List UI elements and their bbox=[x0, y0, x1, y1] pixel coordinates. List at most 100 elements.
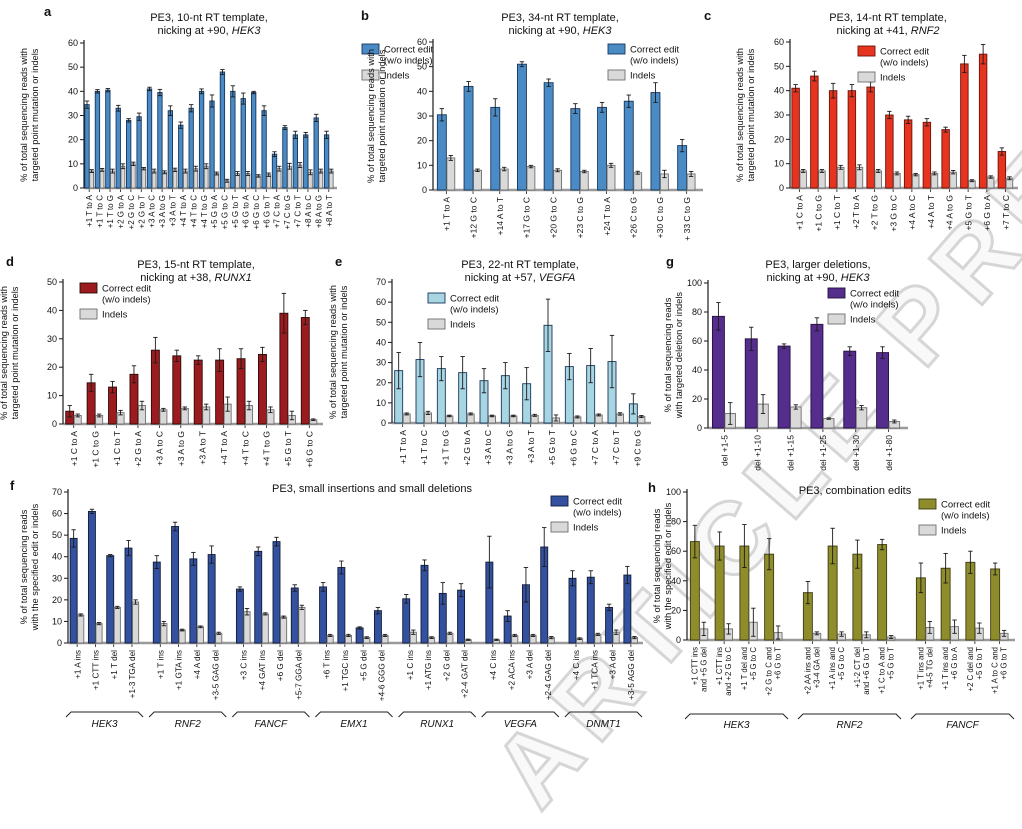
x-tick-label: +7 T to C bbox=[1001, 195, 1011, 230]
y-axis-label-line1: % of total sequencing reads with bbox=[366, 49, 376, 183]
x-tick-label: del +1-15 bbox=[785, 435, 795, 471]
bar-indels bbox=[120, 165, 126, 189]
y-tick-label: 30 bbox=[376, 358, 386, 368]
x-tick-label: +1 C to A bbox=[69, 431, 79, 467]
bar-indels bbox=[836, 166, 845, 189]
x-tick-label: +1 CTT ins bbox=[92, 650, 101, 690]
bar-indels bbox=[159, 409, 168, 425]
bar-correct-edit bbox=[105, 89, 111, 189]
x-tick-label: +2 ACA ins bbox=[507, 650, 516, 690]
legend-correct-edit-label2: (w/o indels) bbox=[941, 511, 990, 522]
x-tick-label: +5 G to T bbox=[231, 195, 240, 229]
x-tick-label: and +6 G to T bbox=[862, 647, 871, 695]
x-tick-label: +3 A to G bbox=[176, 431, 186, 466]
x-tick-label: + 33 C to G bbox=[682, 197, 692, 241]
x-tick-label: +6 G to T bbox=[1000, 647, 1009, 680]
bar-indels bbox=[196, 626, 204, 644]
bar-correct-edit bbox=[941, 129, 950, 189]
y-axis-label-line2: targeted point mutation or indels bbox=[10, 286, 20, 419]
legend-correct-edit-label2: (w/o indels) bbox=[850, 300, 899, 311]
y-tick-label: 20 bbox=[671, 605, 681, 615]
x-tick-label: +2-4 GAG del bbox=[544, 650, 553, 700]
x-tick-label: del +1-5 bbox=[720, 435, 730, 466]
legend-correct-edit-label2: (w/o indels) bbox=[630, 56, 679, 67]
panel-title-line2: nicking at +90, HEK3 bbox=[508, 25, 612, 37]
legend-correct-edit-label: Correct edit bbox=[384, 45, 433, 56]
bar-indels bbox=[790, 406, 802, 429]
legend-correct-edit-label2: (w/o indels) bbox=[880, 58, 929, 69]
panel-letter-d: d bbox=[6, 254, 14, 269]
bar-indels bbox=[799, 170, 807, 189]
x-tick-label: +1 T del bbox=[110, 650, 119, 680]
bar-correct-edit bbox=[490, 106, 501, 191]
bar-correct-edit bbox=[188, 107, 194, 189]
group-brace bbox=[231, 711, 310, 718]
legend-correct-edit-label: Correct edit bbox=[850, 289, 899, 300]
x-tick-label: +1 T ins bbox=[156, 650, 165, 679]
legend-indels-label: Indels bbox=[384, 71, 410, 82]
group-brace bbox=[148, 711, 227, 718]
group-brace bbox=[797, 713, 902, 720]
x-tick-label: +5 G to C bbox=[749, 647, 758, 681]
bar-indels bbox=[243, 611, 251, 644]
x-tick-label: +24 T to A bbox=[602, 197, 612, 236]
bar-correct-edit bbox=[843, 350, 857, 429]
x-tick-label: +5 G to T bbox=[283, 431, 293, 467]
bar-correct-edit bbox=[885, 114, 894, 189]
group-brace bbox=[481, 711, 560, 718]
group-gene-label: HEK3 bbox=[723, 720, 750, 731]
y-tick-label: 80 bbox=[692, 307, 702, 317]
y-tick-label: 40 bbox=[52, 552, 62, 562]
bar-indels bbox=[822, 418, 835, 429]
y-tick-label: 10 bbox=[52, 616, 62, 626]
x-tick-label: +4 A del bbox=[193, 650, 202, 680]
x-tick-label: +4 T to C bbox=[189, 195, 198, 228]
y-tick-label: 30 bbox=[774, 110, 784, 120]
x-tick-label: +3 C ins bbox=[240, 650, 249, 680]
x-tick-label: +1 C to G bbox=[90, 431, 100, 468]
panel-letter-h: h bbox=[648, 480, 656, 495]
bar-indels bbox=[298, 606, 306, 644]
bar-correct-edit bbox=[605, 606, 614, 644]
legend-indels-label: Indels bbox=[450, 320, 476, 331]
y-axis-label-line1: % of total sequencing reads with bbox=[328, 285, 338, 419]
bar-indels bbox=[911, 174, 920, 189]
bar-correct-edit bbox=[517, 63, 527, 191]
x-tick-label: +3-5 AGG del bbox=[627, 650, 636, 700]
bar-correct-edit bbox=[373, 610, 382, 644]
legend-swatch-correct-edit bbox=[427, 292, 446, 304]
x-tick-label: +7 C to G bbox=[283, 195, 292, 229]
x-tick-label: +3-5 GAG del bbox=[211, 650, 220, 700]
x-tick-label: +5 G to A bbox=[210, 194, 219, 228]
bar-correct-edit bbox=[251, 92, 257, 189]
bar-correct-edit bbox=[282, 127, 288, 189]
bar-correct-edit bbox=[623, 574, 632, 644]
bar-correct-edit bbox=[146, 88, 153, 189]
y-tick-label: 50 bbox=[376, 317, 386, 327]
bar-correct-edit bbox=[866, 86, 875, 189]
x-tick-label: +6 G to T bbox=[774, 647, 783, 680]
bar-correct-edit bbox=[258, 353, 267, 425]
group-gene-label: VEGFA bbox=[504, 719, 537, 730]
y-tick-label: 70 bbox=[376, 277, 386, 287]
bar-correct-edit bbox=[922, 121, 932, 189]
legend-indels-label: Indels bbox=[102, 310, 128, 321]
panel-title-line2: nicking at +57, VEGFA bbox=[465, 272, 576, 284]
bar-indels bbox=[255, 175, 261, 189]
bar-correct-edit bbox=[903, 119, 913, 189]
legend-swatch-indels bbox=[827, 313, 846, 325]
bar-indels bbox=[606, 164, 616, 191]
bar-indels bbox=[526, 166, 536, 191]
y-tick-label: 40 bbox=[692, 365, 702, 375]
x-tick-label: +2 T to G bbox=[870, 195, 880, 230]
y-axis-label-line1: % of total sequencing reads with bbox=[735, 48, 745, 182]
y-axis-label-line2: with targeted deletion or indels bbox=[674, 292, 684, 419]
bar-correct-edit bbox=[272, 541, 281, 644]
group-gene-label: RUNX1 bbox=[420, 719, 454, 730]
x-tick-label: del +1-25 bbox=[818, 435, 828, 471]
y-tick-label: 50 bbox=[47, 277, 57, 287]
x-tick-label: +2 G to T bbox=[137, 195, 146, 229]
bar-correct-edit bbox=[240, 98, 246, 189]
x-tick-label: +2 T to A bbox=[851, 195, 861, 229]
y-tick-label: 20 bbox=[47, 362, 57, 372]
